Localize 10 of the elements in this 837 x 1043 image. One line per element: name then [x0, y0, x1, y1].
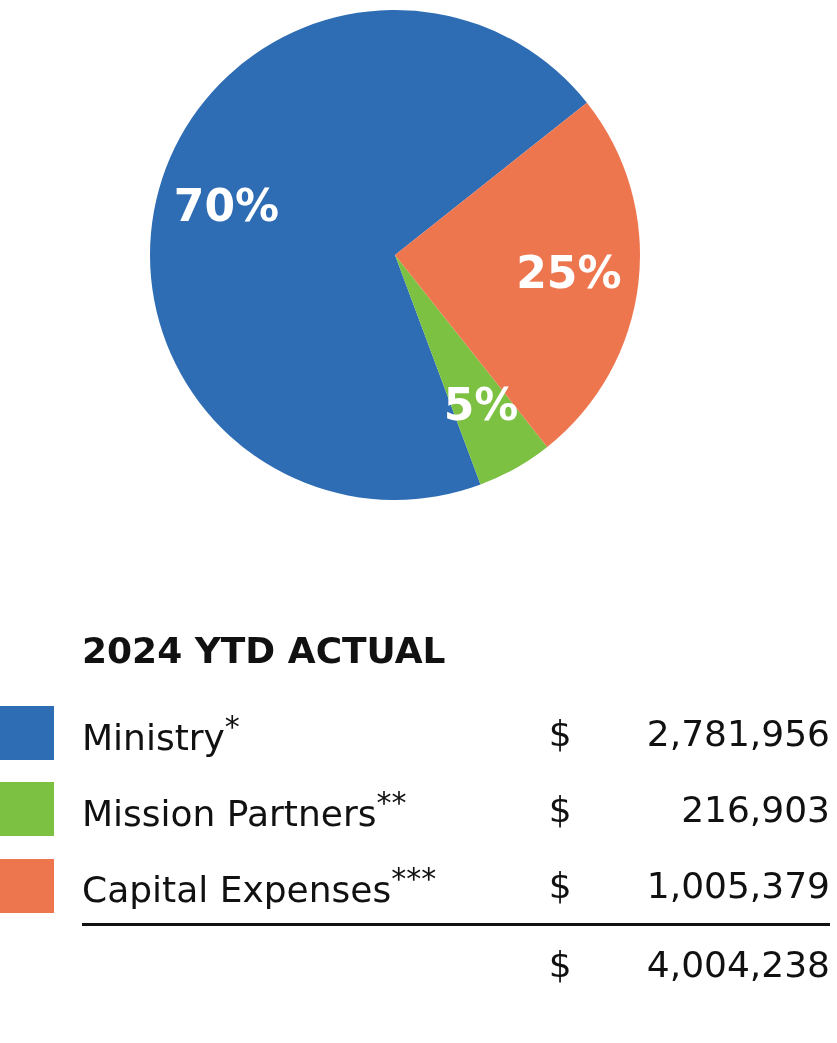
text: $ 216,903	[548, 788, 830, 830]
legend-label: Mission Partners$^{**}$	[82, 783, 408, 836]
data-label: 25%	[516, 247, 622, 299]
text: $ 2,781,956	[548, 712, 830, 754]
text: $ 4,004,238	[548, 943, 830, 985]
text: $ 1,005,379	[548, 864, 830, 906]
legend-label: Capital Expenses$^{***}$	[82, 859, 438, 912]
data-label: 70%	[173, 180, 280, 232]
legend-label: Ministry$^{*}$	[82, 707, 241, 760]
legend-title: 2024 YTD ACTUAL	[82, 630, 447, 671]
